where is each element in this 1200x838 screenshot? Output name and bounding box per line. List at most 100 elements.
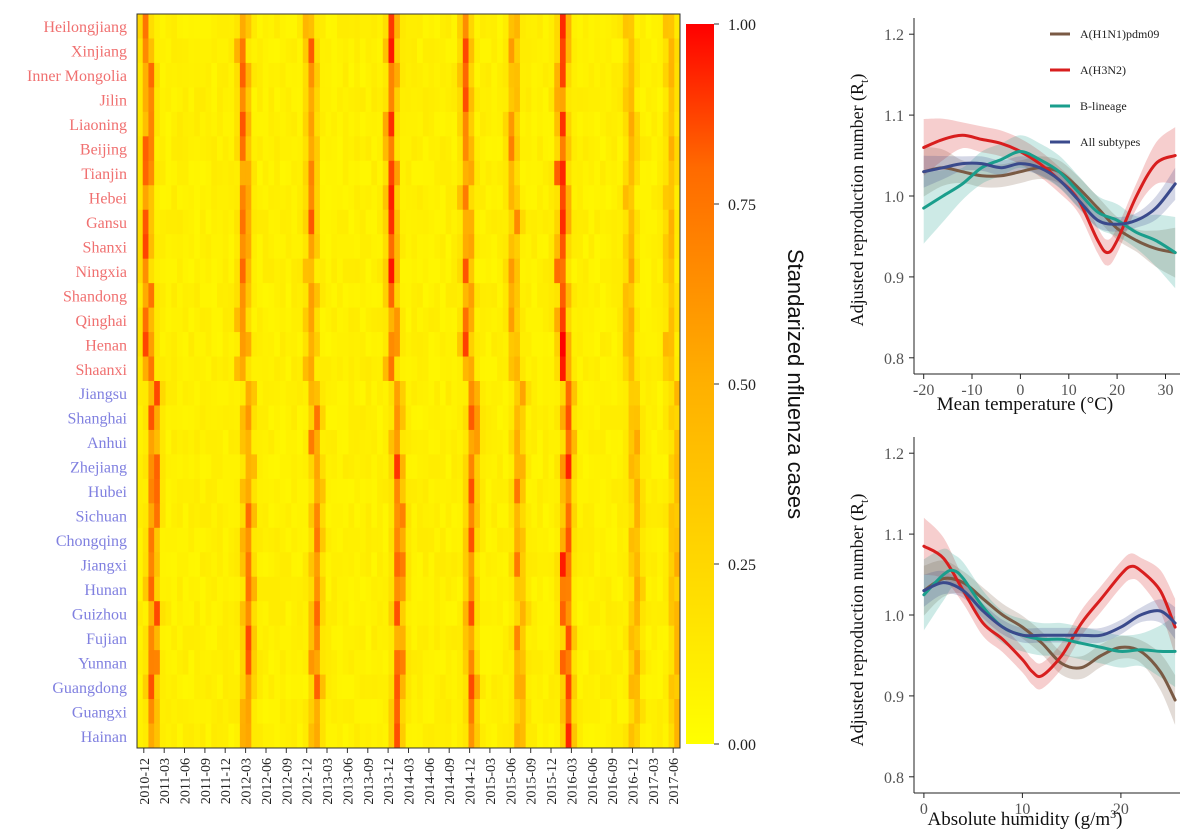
heatmap-cell [634,185,641,211]
heatmap-cell [268,503,275,529]
heatmap-cell [205,699,212,724]
heatmap-cell [548,527,555,553]
heatmap-cell [342,62,349,88]
heatmap-cell [308,38,315,64]
heatmap-cell [451,454,458,480]
heatmap-cell [394,234,401,260]
heatmap-cell [497,209,504,235]
heatmap-cell [674,234,681,260]
heatmap-cell [285,62,292,88]
heatmap-cell [137,478,144,504]
heatmap-cell [588,160,595,186]
heatmap-cell [365,87,372,113]
heatmap-cell [605,381,612,406]
heatmap-cell [428,234,435,260]
heatmap-cell [559,478,567,504]
heatmap-cell [314,209,321,235]
heatmap-cell [491,478,498,504]
heatmap-cell [651,62,658,88]
heatmap-cell [457,332,464,357]
heatmap-cell [508,332,515,357]
heatmap-cell [428,405,435,431]
heatmap-cell [348,307,355,333]
heatmap-cell [279,38,287,64]
heatmap-cell [382,503,389,529]
heatmap-cell [622,62,629,88]
heatmap-cell [497,258,504,284]
heatmap-cell [165,699,172,724]
heatmap-cell [262,454,269,480]
heatmap-cell [462,62,469,88]
heatmap-cell [439,503,447,529]
heatmap-cell [348,332,355,357]
heatmap-cell [645,625,652,651]
humidity-line [922,581,1177,638]
heatmap-cell [474,185,481,211]
heatmap-cell [274,650,281,675]
heatmap-cell [302,381,309,406]
heatmap-cell [462,478,469,504]
heatmap-cell [468,332,475,357]
heatmap-cell [662,650,669,675]
heatmap-cell [188,699,195,724]
heatmap-cell [525,576,532,602]
heatmap-cell [394,478,401,504]
heatmap-cell [205,576,212,602]
heatmap-cell [599,552,607,578]
heatmap-cell [611,503,618,529]
heatmap-cell [422,38,429,64]
heatmap-cell [571,38,578,64]
heatmap-cell [251,332,258,357]
heatmap-row-label: Inner Mongolia [27,68,127,85]
heatmap-cell [445,405,452,431]
heatmap-cell [239,111,246,137]
heatmap-cell [194,283,201,308]
heatmap-cell [674,111,681,137]
heatmap-x-tick-label: 2011-12 [219,758,234,804]
heatmap-cell [657,209,664,235]
heatmap-cell [645,454,652,480]
heatmap-cell [399,332,407,357]
heatmap-cell [497,429,504,455]
heatmap-cell [611,527,618,553]
heatmap-cell [234,381,241,406]
temperature-y-tick-label: 1.2 [884,27,904,44]
heatmap-cell [394,576,401,602]
heatmap-cell [297,209,304,235]
heatmap-x-tick-label: 2016-12 [627,758,642,805]
heatmap-cell [468,356,475,382]
heatmap-cell [668,699,675,724]
heatmap-cell [434,258,441,284]
heatmap-cell [285,699,292,724]
heatmap-cell [542,307,549,333]
heatmap-cell [319,674,327,700]
heatmap-cell [622,381,629,406]
heatmap-cell [645,723,652,749]
colorbar-tick-label: 0.50 [728,377,756,394]
heatmap-x-tick-label: 2014-03 [403,758,418,805]
heatmap-cell [502,356,509,382]
heatmap-cell [428,283,435,308]
heatmap-cell [199,527,206,553]
heatmap-cell [291,576,298,602]
heatmap-cell [382,38,389,64]
heatmap-cell [639,527,647,553]
heatmap-cell [171,503,178,529]
heatmap-cell [314,625,321,651]
heatmap-cell [148,160,155,186]
heatmap-cell [154,601,161,627]
heatmap-cell [399,258,407,284]
heatmap-cell [388,62,395,88]
heatmap-cell [417,429,424,455]
heatmap-cell [359,576,367,602]
heatmap-cell [251,527,258,553]
heatmap-cell [319,699,327,724]
heatmap-cell [159,478,166,504]
heatmap-cell [502,699,509,724]
heatmap-cell [205,552,212,578]
heatmap-cell [594,185,601,211]
heatmap-cell [525,454,532,480]
heatmap-x-tick-label: 2011-06 [179,758,194,804]
heatmap-cell [154,234,161,260]
